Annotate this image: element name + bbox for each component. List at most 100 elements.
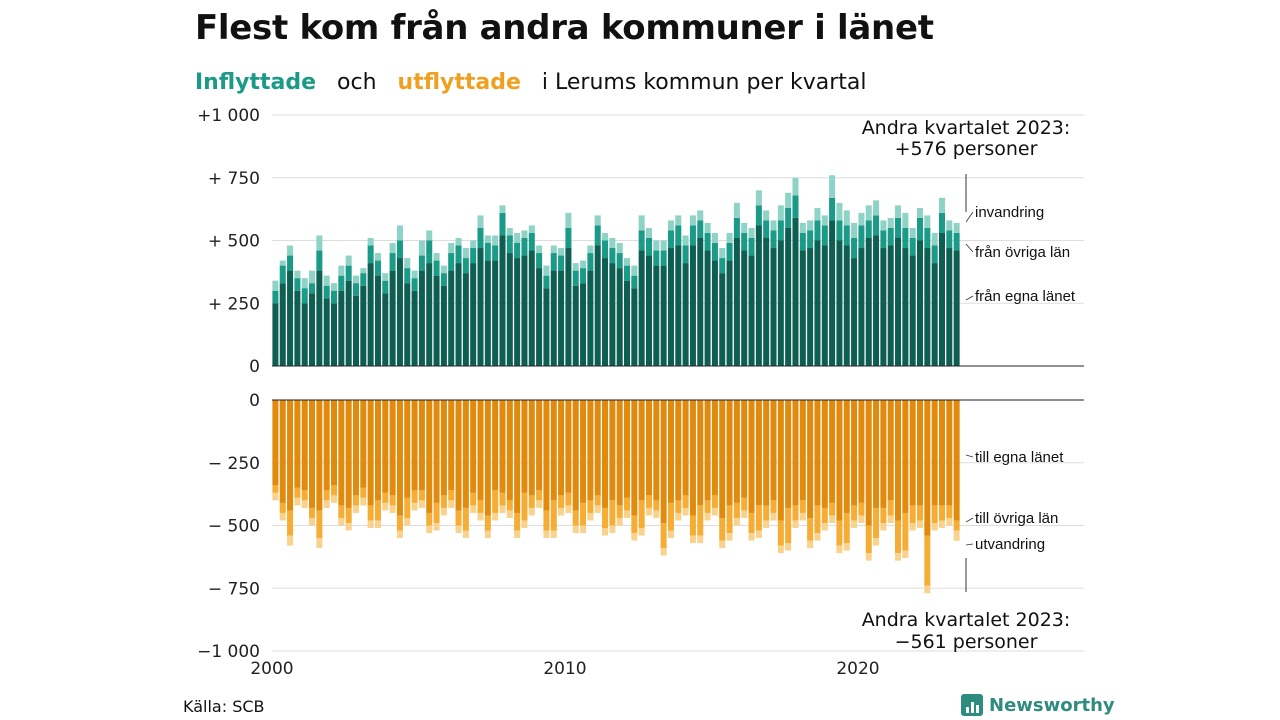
bar-out-own (382, 400, 389, 493)
bar-out-own (733, 400, 740, 503)
bar-out-abroad (675, 512, 682, 521)
bar-out-abroad (689, 535, 696, 544)
bar-out-other (697, 505, 704, 536)
bar-in-own (272, 303, 279, 366)
bar-out-abroad (638, 528, 645, 536)
bar-out-own (316, 400, 323, 511)
bar-out-other (536, 490, 543, 501)
bar-in-own (719, 273, 726, 366)
y-tick-label: + 500 (208, 232, 260, 252)
bar-out-abroad (785, 543, 792, 551)
bar-in-own (433, 275, 440, 366)
bar-out-other (426, 512, 433, 526)
bar-out-abroad (352, 505, 359, 513)
bar-in-abroad (301, 278, 308, 289)
bar-in-abroad (887, 217, 894, 228)
bar-in-abroad (748, 227, 755, 238)
bar-out-abroad (719, 540, 726, 549)
bar-in-abroad (470, 240, 477, 249)
bar-in-own (558, 270, 565, 366)
series-label-leader (965, 543, 974, 546)
series-label: utvandring (975, 536, 1045, 553)
bar-in-own (726, 260, 733, 366)
bar-in-other (880, 230, 887, 249)
bar-out-other (448, 490, 455, 501)
bar-in-own (411, 290, 418, 366)
bar-in-own (352, 295, 359, 366)
bar-in-own (653, 265, 660, 366)
bar-in-other (309, 283, 316, 294)
bar-out-own (711, 400, 718, 496)
bar-in-other (938, 212, 945, 233)
bar-in-abroad (528, 225, 535, 233)
bar-out-other (396, 515, 403, 531)
bar-out-abroad (711, 507, 718, 516)
bar-out-own (550, 400, 557, 501)
bar-out-abroad (514, 530, 521, 539)
bar-in-abroad (550, 245, 557, 254)
bar-out-other (645, 495, 652, 508)
bar-in-abroad (345, 255, 352, 266)
bar-in-own (836, 240, 843, 366)
bar-out-own (272, 400, 279, 486)
bar-out-other (543, 510, 550, 531)
bar-in-other (396, 240, 403, 259)
bar-in-other (602, 240, 609, 259)
bar-in-own (763, 237, 770, 366)
bar-out-other (909, 505, 916, 523)
bar-out-own (418, 400, 425, 491)
bar-out-abroad (594, 505, 601, 513)
bar-in-other (953, 232, 960, 251)
bar-out-own (682, 400, 689, 496)
bar-in-own (704, 250, 711, 366)
bar-in-own (880, 248, 887, 366)
bar-out-abroad (851, 520, 858, 529)
bar-in-other (851, 237, 858, 259)
bar-in-own (667, 248, 674, 366)
bar-out-other (675, 500, 682, 513)
bar-out-abroad (858, 515, 865, 523)
bar-out-own (726, 400, 733, 506)
bar-in-abroad (792, 177, 799, 196)
bar-out-own (374, 400, 381, 501)
bar-in-own (865, 237, 872, 366)
series-label-leader (965, 517, 974, 523)
x-tick-label: 2000 (250, 659, 293, 679)
bar-in-own (484, 260, 491, 366)
bar-in-abroad (272, 280, 279, 291)
bar-in-other (667, 230, 674, 249)
bar-out-abroad (821, 522, 828, 531)
bar-in-other (836, 220, 843, 241)
bar-out-own (909, 400, 916, 506)
bar-out-own (440, 400, 447, 496)
bar-in-abroad (755, 190, 762, 206)
bar-out-own (938, 400, 945, 506)
bar-out-abroad (631, 533, 638, 541)
bar-in-other (660, 250, 667, 266)
bar-out-own (404, 400, 411, 498)
bar-out-abroad (565, 505, 572, 513)
bar-in-own (404, 283, 411, 366)
bar-in-other (345, 265, 352, 281)
bar-out-abroad (873, 538, 880, 546)
bar-out-other (682, 495, 689, 508)
bar-out-abroad (660, 548, 667, 556)
bar-in-own (917, 240, 924, 366)
bar-out-own (287, 400, 294, 511)
bar-out-own (624, 400, 631, 498)
bar-out-abroad (609, 525, 616, 534)
bar-in-own (543, 288, 550, 366)
bar-in-abroad (909, 227, 916, 238)
bar-in-own (924, 248, 931, 366)
bar-in-own (309, 293, 316, 366)
bar-in-own (389, 270, 396, 366)
bar-in-own (711, 260, 718, 366)
bar-out-other (616, 505, 623, 518)
bar-out-abroad (799, 512, 806, 521)
bar-in-own (382, 293, 389, 366)
bar-in-abroad (667, 220, 674, 231)
bar-in-own (741, 250, 748, 366)
series-label-leader (965, 295, 974, 301)
bar-out-own (675, 400, 682, 501)
bar-out-abroad (602, 528, 609, 536)
